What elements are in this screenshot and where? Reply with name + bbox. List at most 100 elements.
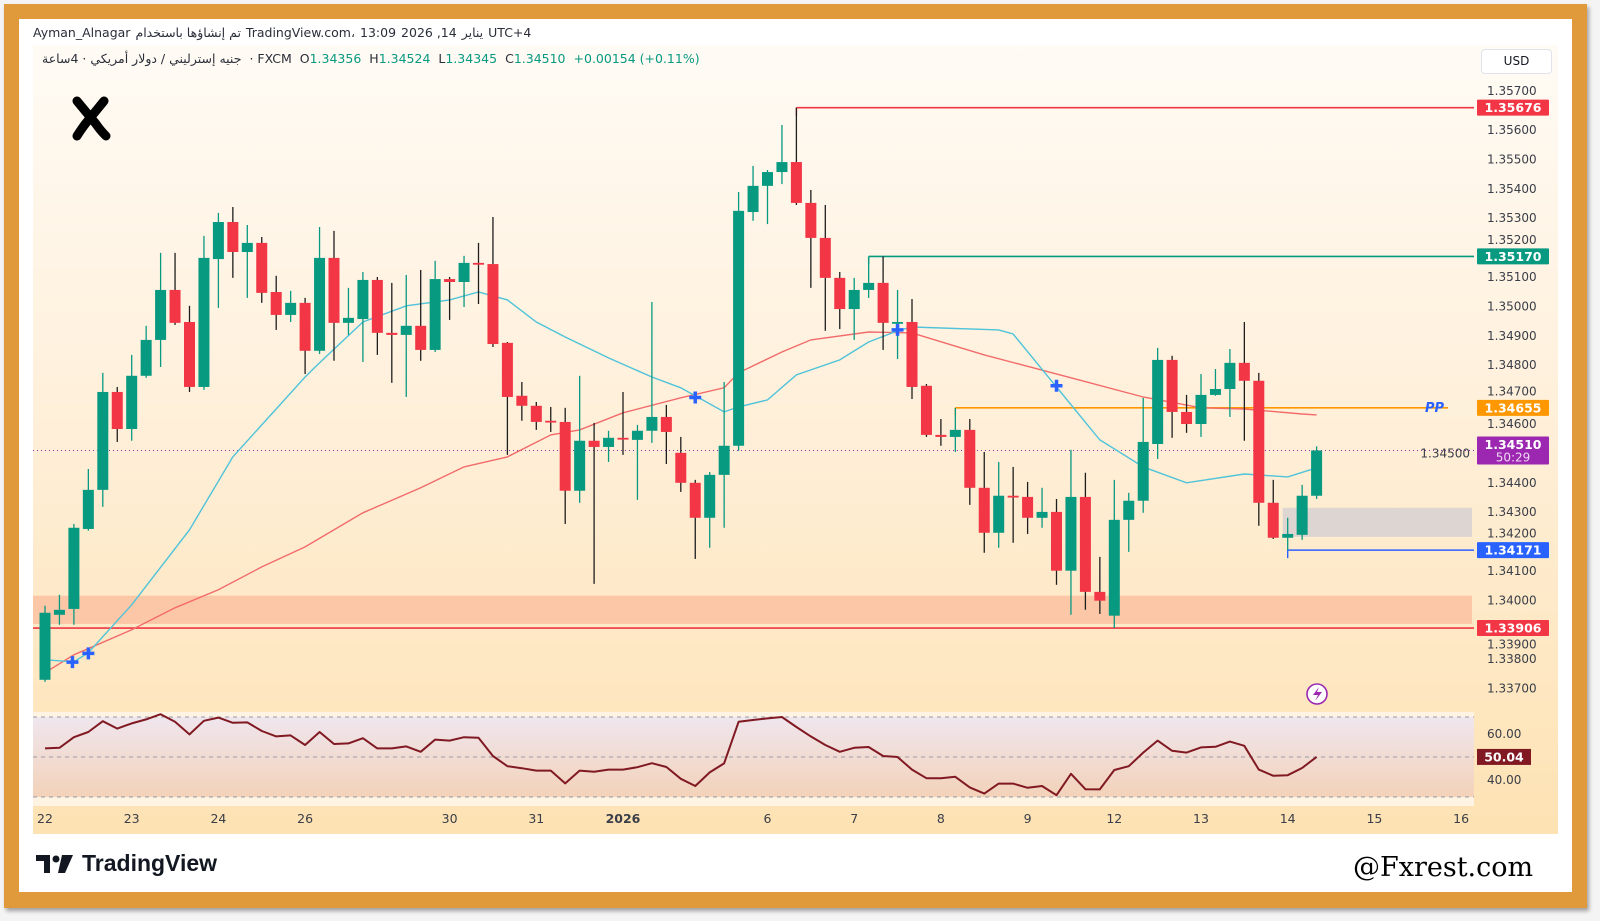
high-label: H [369,51,379,66]
candle-body [1166,359,1178,412]
candle-down [559,407,571,524]
close-label: C [505,51,514,66]
candle-body [776,162,788,173]
candle-body [1007,495,1019,498]
time-tick-label: 12 [1106,811,1122,826]
currency-button[interactable]: USD [1481,49,1552,74]
price-badge-bg [1477,248,1549,265]
rsi-current-badge: 50.04 [1484,749,1524,764]
candle-up [39,605,51,682]
tradingview-logo-icon [36,854,73,873]
candle-up [1224,349,1236,417]
candle-up [993,461,1005,548]
price-tick-label: 1.35700 [1487,84,1537,98]
time-tick-label: 26 [297,811,313,826]
candle-body [819,237,831,278]
candle-down [1022,481,1034,534]
symbol-name[interactable]: جنيه إسترليني / دولار أمريكي · 4ساعة [42,51,242,66]
candle-body [588,440,600,447]
price-badge: 1.34171 [1485,543,1542,558]
candle-down [1253,372,1265,526]
candle-body [516,395,528,406]
candle-down [877,256,889,350]
candle-body [906,321,918,387]
candle-down [227,207,239,278]
candle-body [718,445,730,475]
candle-up [126,354,138,441]
candle-body [863,282,875,290]
candle-up [429,260,441,352]
candle-down [169,252,181,325]
candle-body [39,612,51,680]
candle-up [53,594,65,625]
candle-body [805,202,817,238]
candle-body [342,317,354,323]
candle-body [256,242,268,293]
candle-down [675,436,687,492]
candle-body [631,430,643,440]
candle-body [1311,450,1323,496]
candle-down [299,297,311,375]
candle-body [371,279,383,333]
candle-up [863,257,875,298]
price-badge: 1.33906 [1485,621,1542,636]
price-badge: 1.35170 [1485,249,1542,264]
time-tick-label: 13 [1193,811,1209,826]
candle-body [1108,519,1120,616]
candle-body [949,429,961,437]
candle-up [342,287,354,335]
candle-up [458,255,470,307]
price-tick-label: 1.34700 [1487,384,1537,398]
candle-up [400,274,412,397]
candle-up [155,252,167,367]
bar-countdown: 50:29 [1496,450,1531,464]
candle-body [530,405,542,422]
pp-gap [1448,398,1474,417]
candle-body [429,279,441,350]
candle-up [603,430,615,462]
candle-down [920,384,932,437]
candle-body [1195,394,1207,424]
caption-time: 13:09 [360,25,397,40]
candle-down [1166,355,1178,438]
candle-up [357,272,369,362]
candle-up [1123,492,1135,552]
price-tick-label: 1.33700 [1487,682,1537,696]
candle-up [1195,374,1207,437]
candle-up [314,227,326,355]
candle-up [762,169,773,225]
rsi-tick-label: 60.00 [1487,727,1521,741]
time-tick-label: 2026 [606,811,641,826]
rsi-line [44,713,1318,797]
candle-up [646,301,658,443]
price-tick-label: 1.34400 [1487,476,1537,490]
price-badge-bg [1477,542,1549,559]
candle-body [660,416,672,432]
price-badge-bg [1477,620,1549,637]
price-tick-label: 1.34600 [1487,417,1537,431]
candle-up [68,523,80,625]
candle-down [415,269,427,361]
candle-body [1152,359,1164,444]
candle-body [762,172,773,186]
candle-up [1296,484,1308,540]
candle-down [1051,498,1062,585]
candle-body [473,262,484,265]
price-tick-label: 1.34500 [1420,446,1470,460]
candle-down [1079,472,1091,610]
candle-down [978,451,990,553]
candle-body [1267,502,1279,538]
price-badge-bg [1477,399,1549,416]
price-badge: 1.34655 [1485,400,1542,415]
candle-down [516,381,528,421]
candle-up [574,375,586,503]
candle-body [1079,496,1091,592]
candle-down [487,217,499,347]
candle-down [689,479,701,559]
candle-body [184,321,195,387]
candle-body [993,495,1005,533]
candle-body [140,339,152,376]
candle-body [675,452,687,483]
candle-up [82,468,94,531]
